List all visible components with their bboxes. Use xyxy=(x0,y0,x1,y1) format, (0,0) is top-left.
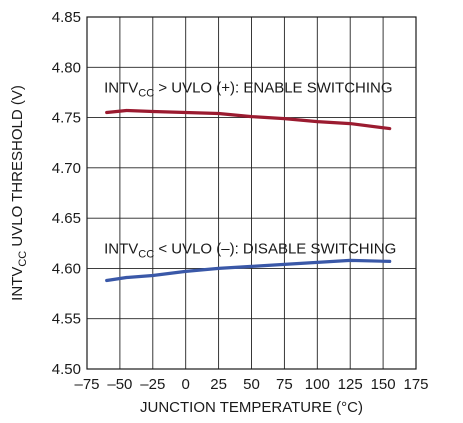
y-axis-title-main: INTV xyxy=(9,267,26,301)
y-tick-label: 4.70 xyxy=(52,160,81,177)
x-tick-label: 25 xyxy=(210,376,227,393)
x-tick-label: 150 xyxy=(371,376,396,393)
x-tick-label: 50 xyxy=(243,376,260,393)
y-tick-label: 4.60 xyxy=(52,260,81,277)
y-tick-labels: 4.50 4.55 4.60 4.65 4.70 4.75 4.80 4.85 xyxy=(52,9,81,378)
y-axis-title-rest: UVLO THRESHOLD (V) xyxy=(9,85,26,251)
annotation-sub: CC xyxy=(138,87,154,99)
x-tick-labels: –75 –50 –25 0 25 50 75 100 125 150 175 xyxy=(74,376,428,393)
x-axis-title: JUNCTION TEMPERATURE (°C) xyxy=(140,399,363,416)
plot-frame xyxy=(86,16,417,370)
annotation-sub: CC xyxy=(138,248,154,260)
x-tick-label: 175 xyxy=(403,376,428,393)
x-tick-label: –25 xyxy=(140,376,165,393)
x-tick-label: –50 xyxy=(107,376,132,393)
x-tick-label: 100 xyxy=(305,376,330,393)
grid xyxy=(86,16,417,370)
series-layer xyxy=(105,108,392,283)
annotation-rest: < UVLO (–): DISABLE SWITCHING xyxy=(154,240,396,257)
annotation-main: INTV xyxy=(104,79,138,96)
annotation-main: INTV xyxy=(104,240,138,257)
x-tick-label: 0 xyxy=(182,376,190,393)
y-tick-label: 4.50 xyxy=(52,361,81,378)
annotation-rest: > UVLO (+): ENABLE SWITCHING xyxy=(154,79,392,96)
y-tick-label: 4.85 xyxy=(52,9,81,26)
y-tick-label: 4.55 xyxy=(52,311,81,328)
y-axis-title-sub: CC xyxy=(17,251,29,267)
y-tick-label: 4.80 xyxy=(52,59,81,76)
annotation-1: INTVCC < UVLO (–): DISABLE SWITCHING xyxy=(104,240,396,260)
x-tick-label: 75 xyxy=(276,376,293,393)
annotation-0: INTVCC > UVLO (+): ENABLE SWITCHING xyxy=(104,79,392,99)
x-tick-label: 125 xyxy=(338,376,363,393)
series-line-0 xyxy=(105,108,392,131)
y-axis-title: INTVCC UVLO THRESHOLD (V) xyxy=(9,85,29,301)
series-line-1 xyxy=(105,258,392,283)
y-tick-label: 4.65 xyxy=(52,210,81,227)
y-tick-label: 4.75 xyxy=(52,110,81,127)
annotations: INTVCC > UVLO (+): ENABLE SWITCHINGINTVC… xyxy=(104,79,396,260)
x-tick-label: –75 xyxy=(74,376,99,393)
